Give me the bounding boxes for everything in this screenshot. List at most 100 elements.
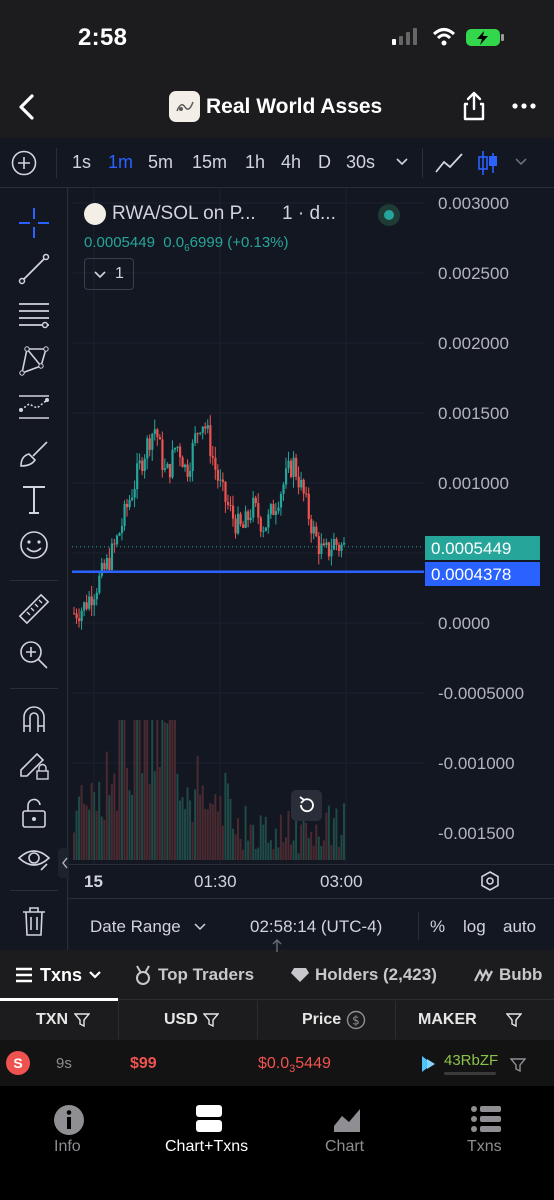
brush-icon[interactable]: [17, 436, 51, 470]
legend-symbol[interactable]: RWA/SOL on P...: [112, 203, 256, 224]
table-row[interactable]: [0, 1040, 554, 1086]
candle-body: [221, 479, 225, 482]
currency-toggle-icon[interactable]: $: [346, 1010, 366, 1030]
timeframe-15m[interactable]: 15m: [192, 152, 228, 172]
candle-body: [277, 507, 280, 512]
filter-maker-icon[interactable]: [510, 1057, 526, 1073]
maker-address[interactable]: 43RbZF: [444, 1052, 499, 1069]
fib-retracement-icon[interactable]: [17, 298, 51, 332]
candle-body: [310, 519, 313, 534]
volume-bar: [123, 720, 126, 860]
chart-type-chevron-icon[interactable]: [514, 157, 528, 167]
candle-body: [337, 544, 341, 551]
candle-body: [148, 438, 151, 450]
legend-interval[interactable]: 1 · d...: [282, 203, 336, 224]
unlock-icon[interactable]: [17, 796, 51, 830]
share-icon[interactable]: [462, 91, 486, 121]
volume-bar: [269, 840, 272, 860]
y-tick-label: -0.001000: [438, 754, 515, 773]
pattern-icon[interactable]: [17, 344, 51, 378]
refresh-icon: [299, 796, 314, 813]
legend-collapse-button[interactable]: 1: [84, 258, 134, 290]
toolbar-collapse-handle[interactable]: [58, 848, 72, 878]
timeframe-4h[interactable]: 4h: [281, 152, 302, 172]
zoom-in-icon[interactable]: [17, 638, 51, 672]
volume-bar: [254, 848, 257, 860]
chevron-down-icon[interactable]: [194, 923, 206, 931]
log-toggle[interactable]: log: [463, 917, 486, 936]
volume-bar: [181, 797, 184, 860]
candle-body: [161, 439, 164, 470]
filter-icon[interactable]: [203, 1012, 219, 1028]
nav-txns[interactable]: Txns: [452, 1100, 522, 1170]
emoji-icon[interactable]: [17, 528, 51, 562]
candlestick-icon[interactable]: [476, 148, 500, 178]
candle-body: [141, 460, 144, 472]
candle-body: [307, 493, 310, 520]
filter-icon[interactable]: [74, 1012, 90, 1028]
candle-body: [237, 513, 240, 534]
list-icon: [471, 1106, 501, 1132]
chart-toolbar: [0, 138, 554, 188]
volume-bar: [158, 766, 161, 860]
percent-toggle[interactable]: %: [430, 917, 446, 936]
ruler-icon[interactable]: [17, 592, 51, 626]
volume-bar: [279, 814, 282, 860]
trash-icon[interactable]: [17, 904, 51, 938]
tab-txns[interactable]: Txns: [40, 965, 83, 985]
more-icon[interactable]: [512, 94, 536, 118]
volume-bar: [148, 784, 151, 860]
nav-chart-txns[interactable]: Chart+Txns: [160, 1100, 260, 1170]
candle-body: [78, 618, 81, 622]
timeframe-1h[interactable]: 1h: [245, 152, 266, 172]
y-tick-label: 0.003000: [438, 194, 509, 213]
volume-bar: [252, 824, 255, 860]
timeframe-30s[interactable]: 30s: [346, 152, 376, 172]
candle-body: [254, 497, 257, 504]
axis-settings-icon[interactable]: [479, 870, 501, 892]
chevron-down-icon[interactable]: [88, 970, 102, 980]
timeframe-5m[interactable]: 5m: [148, 152, 174, 172]
column-header-txn: TXN: [36, 1011, 68, 1028]
candle-body: [312, 526, 315, 534]
filter-icon[interactable]: [506, 1012, 522, 1028]
volume-bar: [295, 819, 298, 860]
txn-price-sub: 3: [289, 1063, 296, 1076]
eye-icon[interactable]: [17, 842, 51, 876]
market-status-icon: [378, 204, 400, 226]
txn-age: 9s: [56, 1055, 72, 1072]
nav-info[interactable]: Info: [34, 1100, 104, 1170]
candle-body: [196, 433, 199, 435]
nav-chart[interactable]: Chart: [312, 1100, 382, 1170]
timeframe-1m[interactable]: 1m: [108, 152, 134, 172]
back-icon[interactable]: [14, 92, 40, 122]
candle-body: [138, 460, 141, 464]
date-range-button[interactable]: Date Range: [90, 917, 181, 937]
volume-bar: [128, 790, 131, 860]
price-chart[interactable]: [72, 188, 554, 864]
volume-bar: [307, 837, 310, 860]
tab-bubbles[interactable]: Bubb: [499, 965, 543, 984]
volume-bar: [143, 720, 146, 860]
magnet-icon[interactable]: [17, 702, 51, 736]
lock-drawing-icon[interactable]: [17, 748, 51, 782]
auto-toggle[interactable]: auto: [503, 917, 537, 936]
timeframe-1s[interactable]: 1s: [72, 152, 92, 172]
text-icon[interactable]: [17, 482, 51, 516]
candle-body: [242, 524, 245, 528]
volume-bar: [103, 819, 106, 860]
timeframe-d[interactable]: D: [318, 152, 331, 172]
volume-bar: [168, 720, 171, 860]
dex-icon: [422, 1056, 435, 1072]
tab-holders[interactable]: Holders (2,423): [315, 965, 437, 984]
volume-bar: [226, 783, 229, 860]
crosshair-icon[interactable]: [17, 206, 51, 240]
add-indicator-icon[interactable]: [11, 150, 37, 176]
chevron-down-icon[interactable]: [395, 157, 409, 167]
trend-line-icon[interactable]: [17, 252, 51, 286]
reset-chart-button[interactable]: [291, 790, 322, 821]
line-chart-icon[interactable]: [434, 150, 464, 176]
timezone-clock[interactable]: 02:58:14 (UTC-4): [250, 917, 383, 936]
prediction-icon[interactable]: [17, 390, 51, 424]
tab-top-traders[interactable]: Top Traders: [158, 965, 255, 984]
